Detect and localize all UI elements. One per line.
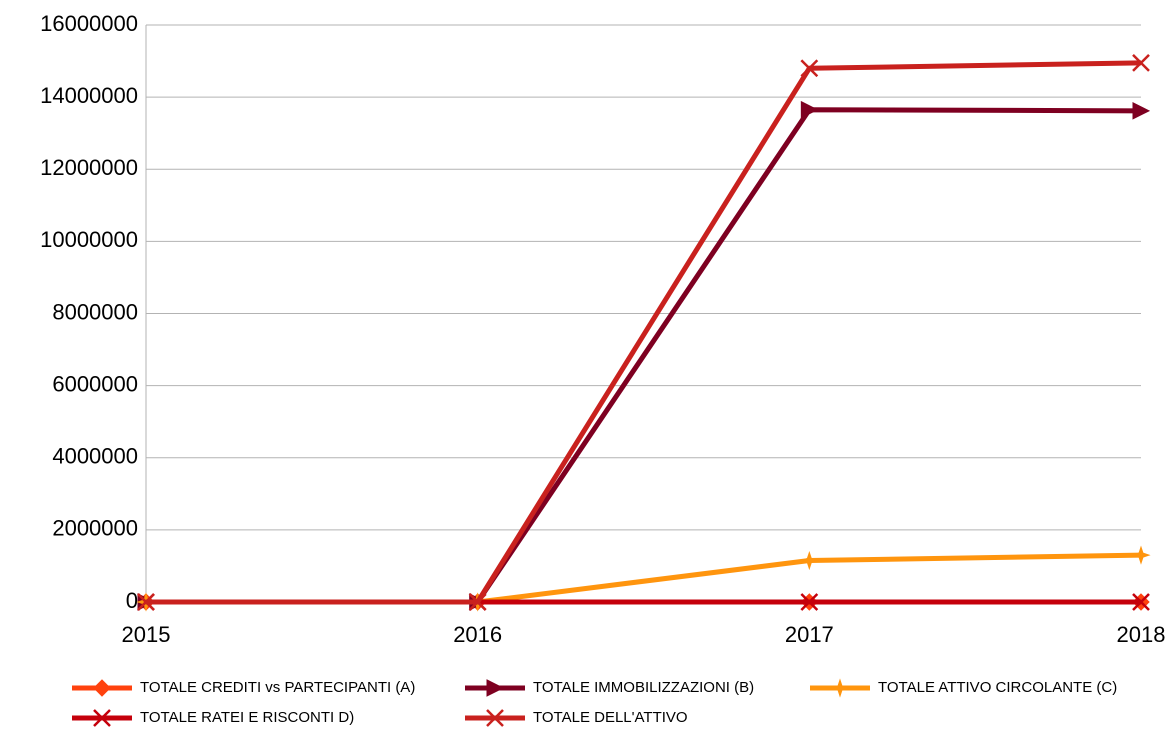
y-tick-label: 6000000 xyxy=(52,371,138,396)
legend-marker xyxy=(93,709,111,727)
legend-marker xyxy=(93,679,111,697)
data-point xyxy=(1132,53,1150,72)
x-tick-label: 2017 xyxy=(785,622,834,647)
data-point xyxy=(137,593,155,611)
y-tick-label: 14000000 xyxy=(40,83,138,108)
legend-label: TOTALE ATTIVO CIRCOLANTE (C) xyxy=(878,679,1117,696)
x-tick-label: 2015 xyxy=(122,622,171,647)
data-point xyxy=(799,550,819,571)
legend-label: TOTALE IMMOBILIZZAZIONI (B) xyxy=(533,679,754,696)
data-point xyxy=(468,593,487,611)
legend-marker xyxy=(830,678,850,698)
data-point xyxy=(800,59,819,78)
data-point xyxy=(1131,545,1151,565)
y-tick-label: 10000000 xyxy=(40,227,138,252)
y-tick-label: 4000000 xyxy=(52,444,138,469)
data-point xyxy=(800,593,819,611)
series-line xyxy=(146,552,1142,605)
legend-marker xyxy=(486,709,504,727)
y-tick-label: 16000000 xyxy=(40,11,138,36)
legend-label: TOTALE CREDITI vs PARTECIPANTI (A) xyxy=(140,679,415,696)
x-tick-label: 2018 xyxy=(1117,622,1166,647)
series-line xyxy=(146,60,1142,605)
data-point xyxy=(1132,102,1151,120)
legend-marker xyxy=(486,679,505,697)
legend-label: TOTALE RATEI E RISCONTI D) xyxy=(140,709,354,726)
y-tick-label: 2000000 xyxy=(52,516,138,541)
y-tick-label: 8000000 xyxy=(52,299,138,324)
y-tick-label: 12000000 xyxy=(40,155,138,180)
legend-label: TOTALE DELL'ATTIVO xyxy=(533,709,688,726)
data-point xyxy=(800,100,819,119)
series-line xyxy=(146,107,1142,605)
x-tick-label: 2016 xyxy=(453,622,502,647)
data-point xyxy=(1132,593,1150,611)
y-tick-label: 0 xyxy=(126,588,138,613)
